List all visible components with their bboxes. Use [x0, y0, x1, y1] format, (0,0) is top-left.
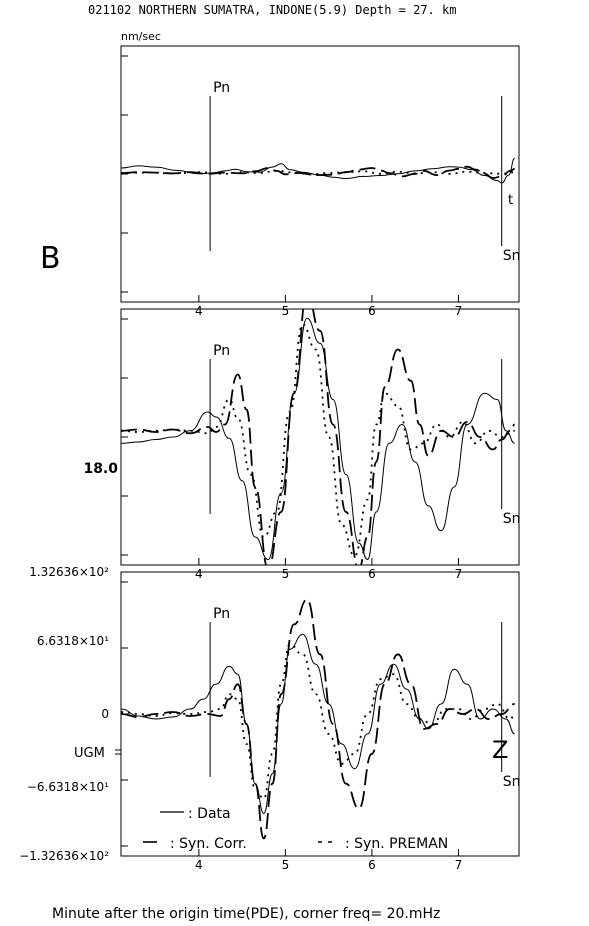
x-tick-label: 6	[368, 304, 376, 318]
x-tick-label: 4	[195, 304, 203, 318]
phase-label-pn: Pn	[213, 343, 230, 359]
phase-label-sn: Sn	[503, 248, 521, 264]
y-tick-label: −6.6318×10¹	[27, 780, 109, 794]
figure-title: 021102 NORTHERN SUMATRA, INDONE(5.9) Dep…	[88, 3, 456, 17]
trace-solid-bottom	[121, 633, 515, 815]
x-tick-label: 5	[282, 858, 290, 872]
trace-dot-middle	[121, 323, 515, 557]
x-tick-label: 7	[455, 304, 463, 318]
legend-syn-preman-label: : Syn. PREMAN	[345, 836, 448, 852]
x-tick-label: 4	[195, 567, 203, 581]
x-tick-label: 5	[282, 304, 290, 318]
x-tick-label: 7	[455, 567, 463, 581]
x-tick-label: 6	[368, 858, 376, 872]
y-tick-label: −1.32636×10²	[19, 849, 109, 863]
units-label: nm/sec	[121, 30, 161, 43]
trace-dash-bottom	[121, 598, 515, 840]
y-tick-label: 6.6318×10¹	[37, 634, 109, 648]
panel-letter: B	[40, 241, 61, 276]
phase-label-sn: Sn	[503, 511, 521, 527]
legend-syn-corr-label: : Syn. Corr.	[170, 836, 247, 852]
phase-label-sn: Sn	[503, 774, 521, 790]
x-tick-label: 6	[368, 567, 376, 581]
y-tick-label: 1.32636×10²	[29, 565, 109, 579]
y-scale-label: 18.0	[83, 461, 118, 477]
panel-frame-top	[120, 45, 520, 303]
trace-dash-top	[121, 165, 515, 179]
component-label: Z	[492, 736, 508, 764]
legend: : Data : Syn. Corr. : Syn. PREMAN	[143, 806, 448, 852]
x-tick-label: 4	[195, 858, 203, 872]
trace-solid-middle	[121, 317, 515, 561]
panel-frame-middle	[120, 308, 520, 566]
panels-group: 4 5 6 7 Pn Sn t 4 5 6 7 Pn Sn 18.0 4 5 6 7 Pn Sn Z UGM 1.32636…	[19, 45, 521, 872]
trace-solid-top	[121, 157, 515, 184]
trace-dash-middle	[121, 309, 516, 565]
legend-data-label: : Data	[188, 806, 231, 822]
trace-dot-top	[121, 169, 515, 176]
station-label: UGM	[74, 746, 105, 761]
x-tick-label: 7	[455, 858, 463, 872]
y-tick-label: 0	[101, 707, 109, 721]
x-tick-label: 5	[282, 567, 290, 581]
component-label: t	[508, 193, 513, 208]
x-axis-label: Minute after the origin time(PDE), corne…	[52, 906, 440, 922]
phase-label-pn: Pn	[213, 606, 230, 622]
trace-dot-bottom	[121, 643, 515, 800]
phase-label-pn: Pn	[213, 80, 230, 96]
